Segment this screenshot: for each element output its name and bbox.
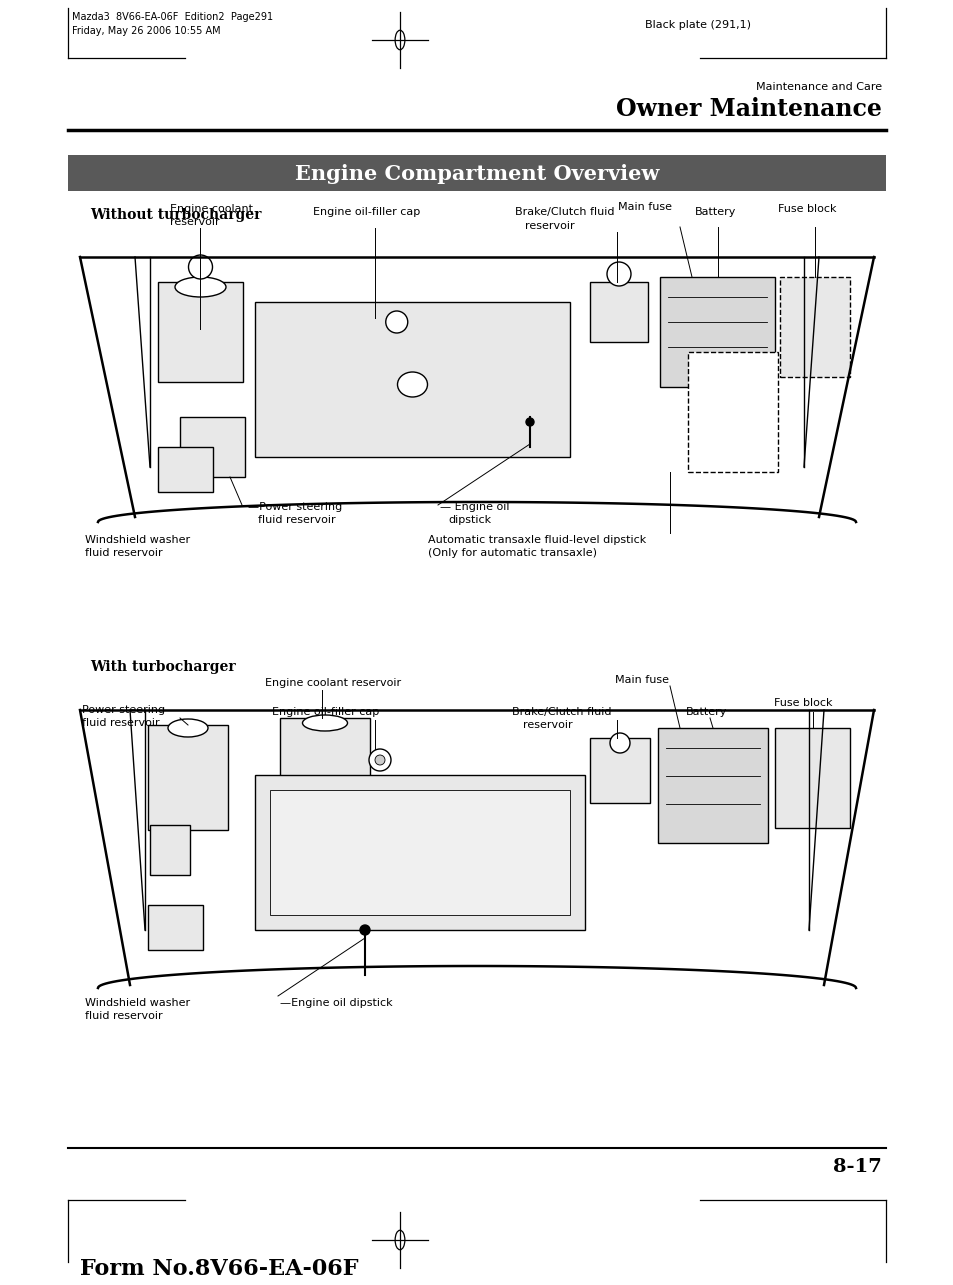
Bar: [180, 418, 245, 477]
Text: reservoir: reservoir: [170, 217, 219, 227]
Bar: [158, 447, 213, 492]
Text: fluid reservoir: fluid reservoir: [257, 515, 335, 526]
Text: Form No.8V66-EA-06F: Form No.8V66-EA-06F: [80, 1258, 358, 1280]
Bar: [658, 729, 767, 843]
Bar: [780, 278, 849, 377]
Text: Mazda3  8V66-EA-06F  Edition2  Page291: Mazda3 8V66-EA-06F Edition2 Page291: [71, 12, 273, 22]
Circle shape: [525, 418, 534, 427]
Text: reservoir: reservoir: [522, 720, 572, 730]
Circle shape: [189, 254, 213, 279]
Text: Automatic transaxle fluid-level dipstick: Automatic transaxle fluid-level dipstick: [428, 535, 645, 545]
Bar: [158, 281, 243, 382]
Text: Engine coolant reservoir: Engine coolant reservoir: [265, 678, 400, 687]
Text: Battery: Battery: [695, 207, 736, 217]
Text: Fuse block: Fuse block: [777, 204, 836, 215]
Text: Engine oil-filler cap: Engine oil-filler cap: [313, 207, 420, 217]
Ellipse shape: [168, 720, 208, 738]
Text: Without turbocharger: Without turbocharger: [90, 208, 261, 222]
Text: —Engine oil dipstick: —Engine oil dipstick: [280, 998, 393, 1007]
Circle shape: [369, 749, 391, 771]
Text: Windshield washer: Windshield washer: [85, 535, 190, 545]
Text: Owner Maintenance: Owner Maintenance: [616, 96, 882, 121]
Bar: [687, 352, 778, 472]
Bar: [68, 155, 885, 191]
Circle shape: [359, 925, 370, 935]
Circle shape: [609, 732, 629, 753]
Bar: [589, 738, 649, 803]
Text: Friday, May 26 2006 10:55 AM: Friday, May 26 2006 10:55 AM: [71, 26, 220, 36]
Circle shape: [375, 756, 385, 765]
Text: Engine Compartment Overview: Engine Compartment Overview: [294, 164, 659, 184]
Text: Main fuse: Main fuse: [618, 202, 671, 212]
Text: Brake/Clutch fluid: Brake/Clutch fluid: [515, 207, 614, 217]
Bar: [280, 718, 370, 793]
Ellipse shape: [397, 371, 427, 397]
Text: Engine coolant: Engine coolant: [170, 204, 253, 215]
Text: dipstick: dipstick: [448, 515, 491, 526]
Bar: [254, 302, 569, 457]
Bar: [254, 775, 584, 930]
Bar: [589, 281, 647, 342]
Bar: [270, 790, 569, 915]
Text: (Only for automatic transaxle): (Only for automatic transaxle): [428, 547, 597, 558]
Text: —Power steering: —Power steering: [248, 502, 342, 511]
Text: Brake/Clutch fluid: Brake/Clutch fluid: [512, 707, 611, 717]
Text: fluid reservoir: fluid reservoir: [82, 718, 159, 729]
Bar: [774, 729, 849, 828]
Text: Black plate (291,1): Black plate (291,1): [644, 21, 750, 30]
Bar: [148, 725, 228, 830]
Text: Battery: Battery: [685, 707, 727, 717]
Circle shape: [606, 262, 630, 287]
Text: Main fuse: Main fuse: [615, 675, 668, 685]
Bar: [150, 825, 190, 875]
Text: Fuse block: Fuse block: [773, 698, 831, 708]
Circle shape: [385, 311, 407, 333]
Text: Maintenance and Care: Maintenance and Care: [755, 82, 882, 93]
Text: reservoir: reservoir: [524, 221, 574, 231]
Ellipse shape: [174, 278, 226, 297]
Text: fluid reservoir: fluid reservoir: [85, 547, 162, 558]
Text: 8-17: 8-17: [832, 1158, 882, 1176]
Text: Power steering: Power steering: [82, 705, 165, 714]
Bar: [148, 905, 203, 950]
Text: Windshield washer: Windshield washer: [85, 998, 190, 1007]
Ellipse shape: [302, 714, 347, 731]
Text: Engine oil-filler cap: Engine oil-filler cap: [272, 707, 379, 717]
Text: fluid reservoir: fluid reservoir: [85, 1011, 162, 1022]
Text: — Engine oil: — Engine oil: [439, 502, 509, 511]
Text: With turbocharger: With turbocharger: [90, 660, 235, 675]
Bar: [659, 278, 774, 387]
